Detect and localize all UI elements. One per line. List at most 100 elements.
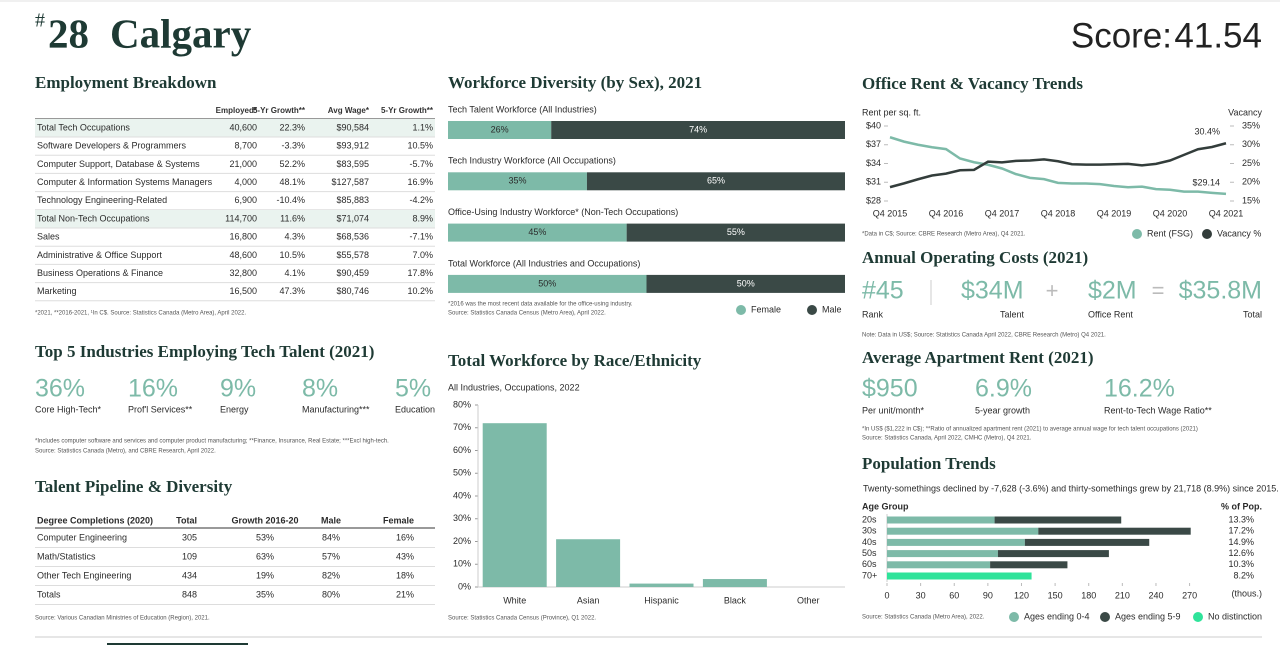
cell: 21,000 bbox=[229, 159, 257, 169]
x-tick-label: Q4 2018 bbox=[1041, 208, 1076, 218]
cell: 80% bbox=[322, 589, 340, 599]
category-label: 60s bbox=[862, 559, 877, 569]
y-tick-label: 0% bbox=[458, 581, 471, 591]
bar-segment bbox=[448, 121, 552, 139]
y-tick-label: 10% bbox=[453, 559, 471, 569]
x-tick-label: 0 bbox=[884, 590, 889, 600]
bar-label: Office-Using Industry Workforce* (Non-Te… bbox=[448, 207, 678, 217]
category-label: 30s bbox=[862, 526, 877, 536]
stat-value: 16.2% bbox=[1104, 375, 1175, 403]
y2-tick-label: 20% bbox=[1242, 177, 1260, 187]
note: Source: Statistics Canada Census (Metro … bbox=[448, 311, 606, 317]
cell: $93,912 bbox=[336, 141, 369, 151]
cell: 57% bbox=[322, 551, 340, 561]
note: *Includes computer software and services… bbox=[35, 439, 389, 445]
x-axis-label: (thous.) bbox=[1231, 588, 1262, 598]
cell: 63% bbox=[256, 551, 274, 561]
city: Calgary bbox=[110, 10, 252, 56]
y2-tick-label: 35% bbox=[1242, 120, 1260, 130]
cell: 22.3% bbox=[279, 122, 305, 132]
column-header: Growth 2016-20 bbox=[231, 515, 298, 525]
cell: 40,600 bbox=[229, 122, 257, 132]
column-header: 5-Yr Growth** bbox=[381, 106, 434, 115]
cell: 4.3% bbox=[284, 232, 305, 242]
note: Source: Statistics Canada, April 2022, C… bbox=[862, 436, 1032, 442]
x-tick-label: Black bbox=[724, 595, 747, 605]
data-label: 45% bbox=[528, 227, 546, 237]
bar-segment bbox=[887, 561, 991, 569]
category-label: 50s bbox=[862, 548, 877, 558]
cell: Computer & Information Systems Managers bbox=[37, 177, 213, 187]
y-tick-label: $40 bbox=[866, 120, 881, 130]
section-title: Talent Pipeline & Diversity bbox=[35, 477, 233, 496]
section-title: Annual Operating Costs (2021) bbox=[862, 248, 1088, 267]
bar-segment bbox=[887, 527, 1039, 535]
bar-segment bbox=[887, 538, 1025, 546]
stat-value: 8% bbox=[302, 375, 338, 403]
share-header: % of Pop. bbox=[1221, 501, 1262, 511]
cell: 18% bbox=[396, 570, 414, 580]
cell: 848 bbox=[182, 589, 197, 599]
legend-label: Male bbox=[822, 304, 842, 314]
operator: = bbox=[1152, 278, 1165, 303]
x-tick-label: 90 bbox=[983, 590, 993, 600]
note: Source: Various Canadian Ministries of E… bbox=[35, 616, 210, 622]
data-line bbox=[889, 136, 1227, 196]
legend-label: Rent (FSG) bbox=[1147, 228, 1193, 238]
x-tick-label: Q4 2021 bbox=[1209, 208, 1244, 218]
bar-label: Tech Industry Workforce (All Occupations… bbox=[448, 156, 616, 166]
bar-segment bbox=[586, 172, 845, 191]
category-label: 70+ bbox=[862, 570, 877, 580]
x-tick-label: 150 bbox=[1048, 590, 1063, 600]
stat-label: Education bbox=[395, 404, 435, 414]
note: Note: Data in US$; Source: Statistics Ca… bbox=[862, 333, 1106, 339]
bar-segment bbox=[887, 572, 1032, 580]
cell: 82% bbox=[322, 570, 340, 580]
note: *Data in C$; Source: CBRE Research (Metr… bbox=[862, 232, 1026, 238]
chart-subtitle: All Industries, Occupations, 2022 bbox=[448, 382, 580, 392]
bar-segment bbox=[887, 516, 995, 524]
section-title: Employment Breakdown bbox=[35, 73, 217, 92]
data-label: 26% bbox=[491, 124, 509, 134]
legend-label: Female bbox=[751, 304, 781, 314]
cell: -10.4% bbox=[276, 195, 305, 205]
chart-title: Workforce Diversity (by Sex), 2021 bbox=[448, 73, 702, 92]
data-label: 74% bbox=[689, 124, 707, 134]
cell: Other Tech Engineering bbox=[37, 570, 131, 580]
y2-axis-label: Vacancy bbox=[1228, 107, 1262, 117]
share-label: 14.9% bbox=[1228, 537, 1254, 547]
cell: 8.9% bbox=[412, 213, 433, 223]
cell: 48.1% bbox=[279, 177, 305, 187]
data-label: 35% bbox=[508, 176, 526, 186]
cell: 109 bbox=[182, 551, 197, 561]
cell: Marketing bbox=[37, 286, 77, 296]
cell: 10.5% bbox=[407, 141, 433, 151]
cell: Math/Statistics bbox=[37, 551, 96, 561]
data-label: 65% bbox=[707, 176, 725, 186]
cell: 84% bbox=[322, 532, 340, 542]
legend-label: No distinction bbox=[1208, 611, 1262, 621]
bar-segment bbox=[626, 223, 845, 242]
cell: $83,595 bbox=[336, 159, 369, 169]
y-tick-label: $28 bbox=[866, 195, 881, 205]
y-tick-label: 60% bbox=[453, 445, 471, 455]
cell: Administrative & Office Support bbox=[37, 250, 162, 260]
stat-label: Core High-Tech* bbox=[35, 404, 102, 414]
cell: Sales bbox=[37, 232, 60, 242]
note: *2016 was the most recent data available… bbox=[448, 302, 633, 308]
y-axis-label: Rent per sq. ft. bbox=[862, 107, 921, 117]
cell: 8,700 bbox=[234, 141, 257, 151]
y-tick-label: 80% bbox=[453, 399, 471, 409]
cell: Total Tech Occupations bbox=[37, 122, 130, 132]
stat-value: 6.9% bbox=[975, 375, 1032, 403]
bar-segment bbox=[448, 172, 587, 191]
cell: Technology Engineering-Related bbox=[37, 195, 167, 205]
x-tick-label: Q4 2015 bbox=[873, 208, 908, 218]
bar-label: Total Workforce (All Industries and Occu… bbox=[448, 258, 640, 268]
stat-label: Office Rent bbox=[1088, 309, 1133, 319]
column-header: Degree Completions (2020) bbox=[37, 515, 153, 525]
bar-segment bbox=[1024, 538, 1150, 546]
cell: Totals bbox=[37, 589, 61, 599]
cell: $68,536 bbox=[336, 232, 369, 242]
row-highlight bbox=[35, 119, 435, 137]
